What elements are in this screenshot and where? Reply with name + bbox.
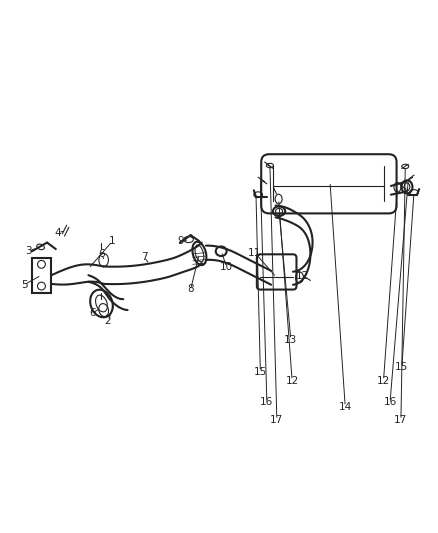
Text: 6: 6 xyxy=(89,308,96,318)
Text: 1: 1 xyxy=(109,236,116,246)
Text: 5: 5 xyxy=(21,280,27,290)
Text: 6: 6 xyxy=(98,249,105,260)
Text: 15: 15 xyxy=(395,362,408,373)
Text: 4: 4 xyxy=(55,228,61,238)
Text: 10: 10 xyxy=(220,262,233,272)
Text: 14: 14 xyxy=(339,402,352,411)
Text: 2: 2 xyxy=(105,316,111,326)
Text: 3: 3 xyxy=(25,246,32,256)
Text: 9: 9 xyxy=(177,236,184,246)
Text: 12: 12 xyxy=(296,271,309,281)
Text: 12: 12 xyxy=(286,376,299,385)
Text: 12: 12 xyxy=(377,376,390,385)
Text: 15: 15 xyxy=(254,367,267,377)
Text: 11: 11 xyxy=(248,247,261,257)
Text: 16: 16 xyxy=(383,397,397,407)
Text: 16: 16 xyxy=(260,397,273,407)
Text: 7: 7 xyxy=(141,252,148,262)
Text: 17: 17 xyxy=(270,415,283,425)
Text: 17: 17 xyxy=(394,415,407,425)
Text: 13: 13 xyxy=(284,335,297,345)
Text: 8: 8 xyxy=(187,284,194,294)
